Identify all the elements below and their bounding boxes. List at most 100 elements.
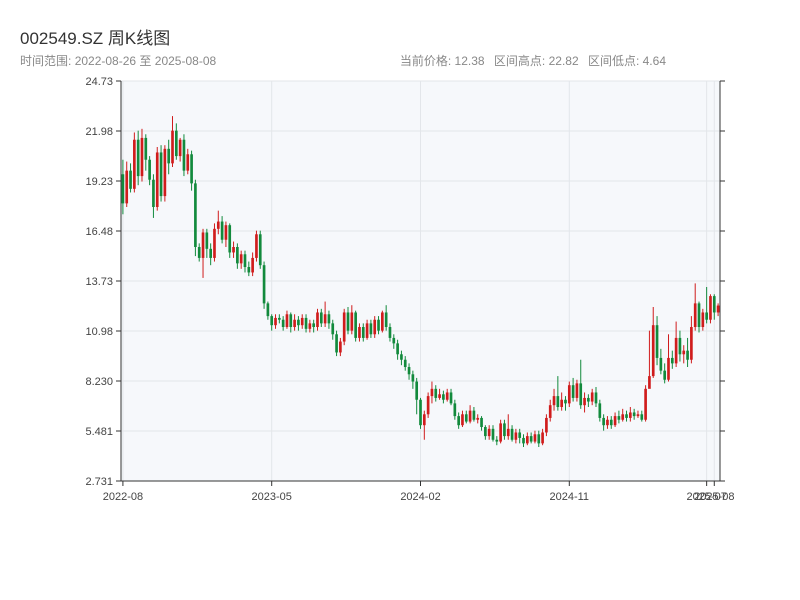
candle-body xyxy=(613,416,617,426)
candle-body xyxy=(686,350,689,360)
candle-body xyxy=(484,427,487,437)
candle-body xyxy=(197,247,201,258)
candle-body xyxy=(442,394,445,400)
candle-body xyxy=(251,257,254,273)
candle-body xyxy=(709,296,712,320)
candle-body xyxy=(339,341,342,353)
candle-body xyxy=(346,312,350,331)
x-tick-label: 2025-07 xyxy=(686,491,726,503)
candle-body xyxy=(636,414,640,417)
candle-body xyxy=(289,314,293,328)
candle-body xyxy=(331,323,335,335)
candle-body xyxy=(602,417,605,426)
candle-body xyxy=(648,376,651,389)
candle-body xyxy=(632,412,636,417)
candle-body xyxy=(629,412,632,418)
candle-body xyxy=(655,325,659,358)
candle-body xyxy=(247,267,251,273)
x-tick-label: 2023-05 xyxy=(252,491,292,503)
candle-body xyxy=(430,388,434,397)
price-summary: 当前价格: 12.38 区间高点: 22.82 区间低点: 4.64 xyxy=(394,52,666,69)
candle-body xyxy=(377,319,380,331)
y-tick-label: 8.230 xyxy=(85,376,113,388)
candle-body xyxy=(144,137,148,160)
candle-body xyxy=(487,428,491,437)
candle-body xyxy=(133,139,136,189)
candle-body xyxy=(342,312,346,342)
candle-body xyxy=(194,183,197,248)
candle-body xyxy=(384,312,388,328)
candle-body xyxy=(319,312,323,324)
candle-body xyxy=(155,152,159,208)
candle-body xyxy=(178,139,182,157)
candle-body xyxy=(548,405,552,418)
candle-body xyxy=(663,370,667,380)
candle-body xyxy=(518,432,522,438)
range-low: 区间低点: 4.64 xyxy=(587,54,666,68)
candle-body xyxy=(365,323,369,338)
candle-body xyxy=(659,357,663,371)
y-tick-label: 5.481 xyxy=(85,426,113,438)
candle-body xyxy=(228,225,232,253)
candle-body xyxy=(434,388,438,398)
candle-body xyxy=(171,130,174,164)
candle-body xyxy=(716,305,720,313)
candle-body xyxy=(373,319,377,335)
y-tick-label: 13.73 xyxy=(85,276,113,288)
candle-body xyxy=(556,396,560,408)
candle-body xyxy=(201,232,205,258)
candle-body xyxy=(152,179,155,208)
candle-body xyxy=(361,327,365,338)
candle-body xyxy=(510,428,514,440)
candle-body xyxy=(472,410,476,420)
candle-body xyxy=(697,303,701,328)
candle-body xyxy=(236,247,239,264)
chart-title: 002549.SZ 周K线图 xyxy=(20,29,171,48)
candle-body xyxy=(468,410,472,422)
candle-body xyxy=(274,317,277,326)
candle-body xyxy=(712,296,716,313)
candle-body xyxy=(407,367,411,375)
candle-body xyxy=(323,314,327,324)
candle-body xyxy=(262,265,266,304)
candle-body xyxy=(506,428,510,437)
range-end: 2025-08-08 xyxy=(154,54,217,68)
x-tick-label: 2022-08 xyxy=(103,491,143,503)
candle-body xyxy=(388,327,392,338)
candle-body xyxy=(125,170,129,204)
x-tick-label: 2024-11 xyxy=(550,491,590,503)
range-start: 2022-08-26 xyxy=(74,54,137,68)
candle-body xyxy=(587,397,590,402)
candle-body xyxy=(220,221,224,240)
candle-body xyxy=(270,316,274,326)
candle-body xyxy=(167,148,171,164)
current-price: 当前价格: 12.38 xyxy=(399,54,485,68)
candle-body xyxy=(411,374,415,382)
candle-body xyxy=(537,434,541,444)
candle-body xyxy=(422,414,426,426)
y-tick-label: 16.48 xyxy=(85,226,113,238)
candle-body xyxy=(457,416,460,426)
candle-body xyxy=(354,312,357,338)
candle-body xyxy=(579,383,583,406)
candle-body xyxy=(499,423,502,442)
candle-body xyxy=(213,228,216,258)
y-tick-label: 19.23 xyxy=(85,176,113,188)
candle-body xyxy=(590,392,594,402)
candle-body xyxy=(159,152,163,197)
candle-body xyxy=(533,434,537,442)
candle-body xyxy=(190,154,193,184)
candle-body xyxy=(644,388,647,420)
candle-body xyxy=(445,392,449,400)
y-tick-label: 10.98 xyxy=(85,326,113,338)
candle-body xyxy=(304,317,308,329)
x-tick-label: 2025-08 xyxy=(694,491,734,503)
candle-body xyxy=(209,248,212,258)
candle-body xyxy=(609,419,613,426)
candle-body xyxy=(148,159,151,180)
y-tick-label: 24.73 xyxy=(85,76,113,88)
candle-body xyxy=(358,327,361,338)
candle-body xyxy=(461,414,464,426)
candle-body xyxy=(216,221,220,229)
candle-body xyxy=(182,139,186,171)
